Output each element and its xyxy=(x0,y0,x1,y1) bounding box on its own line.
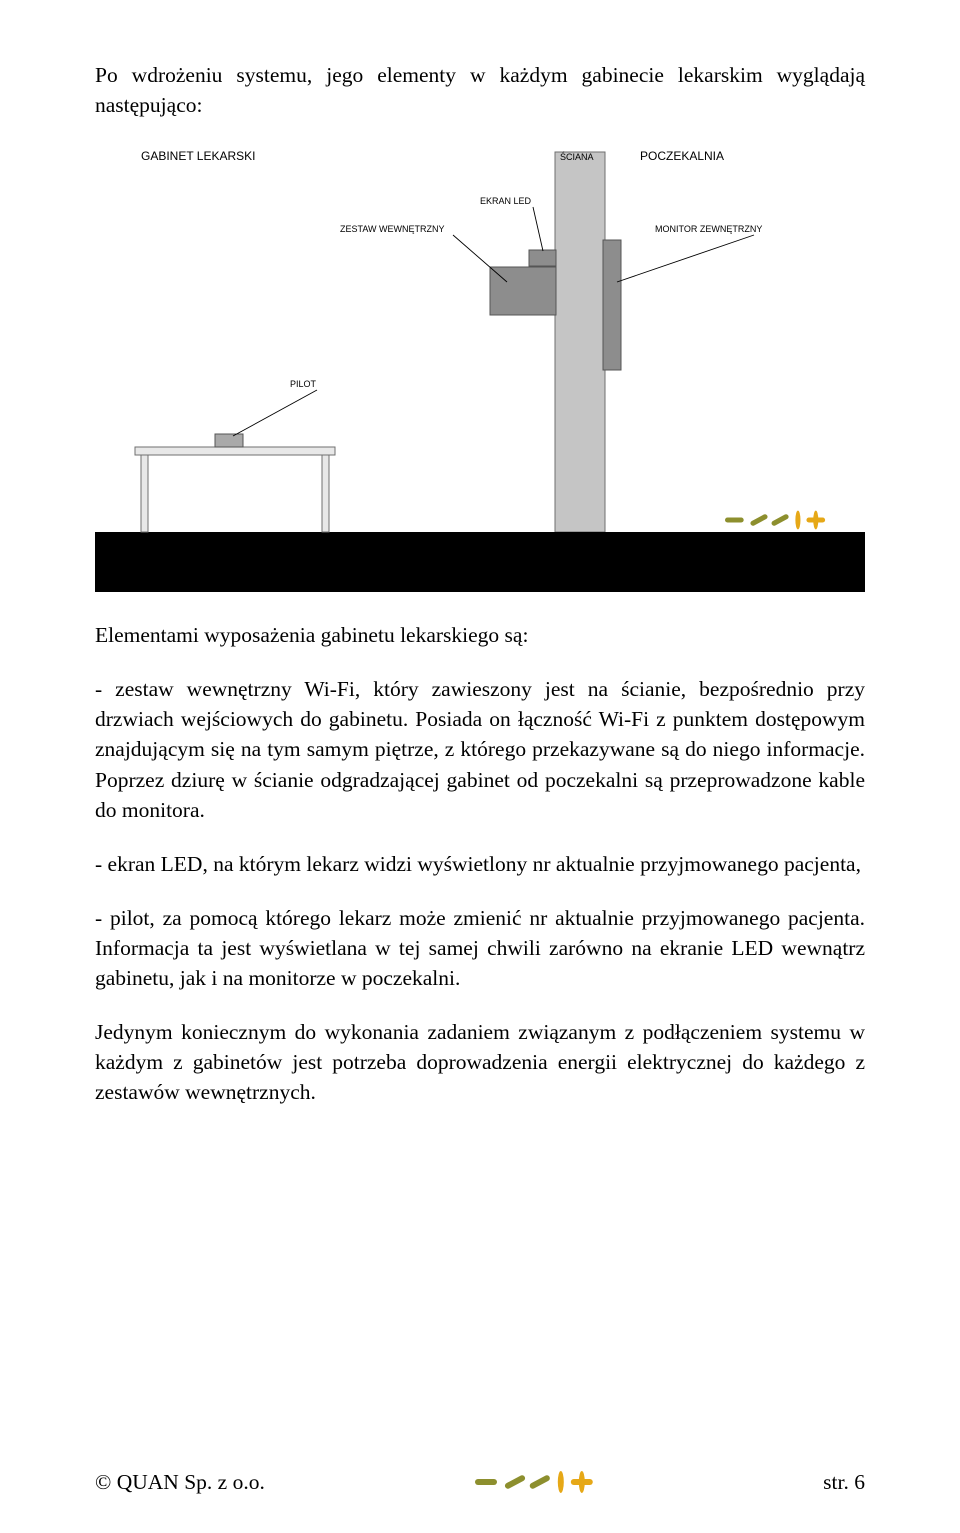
table-group xyxy=(135,447,335,532)
floor-rect xyxy=(95,532,865,592)
label-ekran: EKRAN LED xyxy=(480,196,532,206)
pilot-box xyxy=(215,434,243,447)
diagram-logo xyxy=(725,511,825,530)
room-diagram: GABINET LEKARSKI ŚCIANA POCZEKALNIA EKRA… xyxy=(95,132,865,592)
footer-copyright: © QUAN Sp. z o.o. xyxy=(95,1470,265,1495)
label-gabinet: GABINET LEKARSKI xyxy=(141,149,256,163)
label-monitor: MONITOR ZEWNĘTRZNY xyxy=(655,224,762,234)
bullet-zestaw: - zestaw wewnętrzny Wi-Fi, który zawiesz… xyxy=(95,674,865,824)
wall-rect xyxy=(555,152,605,532)
elements-intro: Elementami wyposażenia gabinetu lekarski… xyxy=(95,620,865,650)
closing-paragraph: Jedynym koniecznym do wykonania zadaniem… xyxy=(95,1017,865,1107)
bullet-ekran: - ekran LED, na którym lekarz widzi wyśw… xyxy=(95,849,865,879)
label-pilot: PILOT xyxy=(290,379,317,389)
intro-paragraph: Po wdrożeniu systemu, jego elementy w ka… xyxy=(95,60,865,120)
diagram-svg: GABINET LEKARSKI ŚCIANA POCZEKALNIA EKRA… xyxy=(95,132,865,592)
ekran-led-box xyxy=(529,250,556,266)
footer-page-number: str. 6 xyxy=(823,1470,865,1495)
label-sciana: ŚCIANA xyxy=(560,151,594,162)
label-zestaw: ZESTAW WEWNĘTRZNY xyxy=(340,224,445,234)
bullet-pilot: - pilot, za pomocą którego lekarz może z… xyxy=(95,903,865,993)
zestaw-box xyxy=(490,267,556,315)
label-poczekalnia: POCZEKALNIA xyxy=(640,149,724,163)
footer-logo xyxy=(469,1467,619,1497)
page-footer: © QUAN Sp. z o.o. str. 6 xyxy=(95,1467,865,1497)
leader-lines xyxy=(233,207,754,436)
monitor-box xyxy=(603,240,621,370)
